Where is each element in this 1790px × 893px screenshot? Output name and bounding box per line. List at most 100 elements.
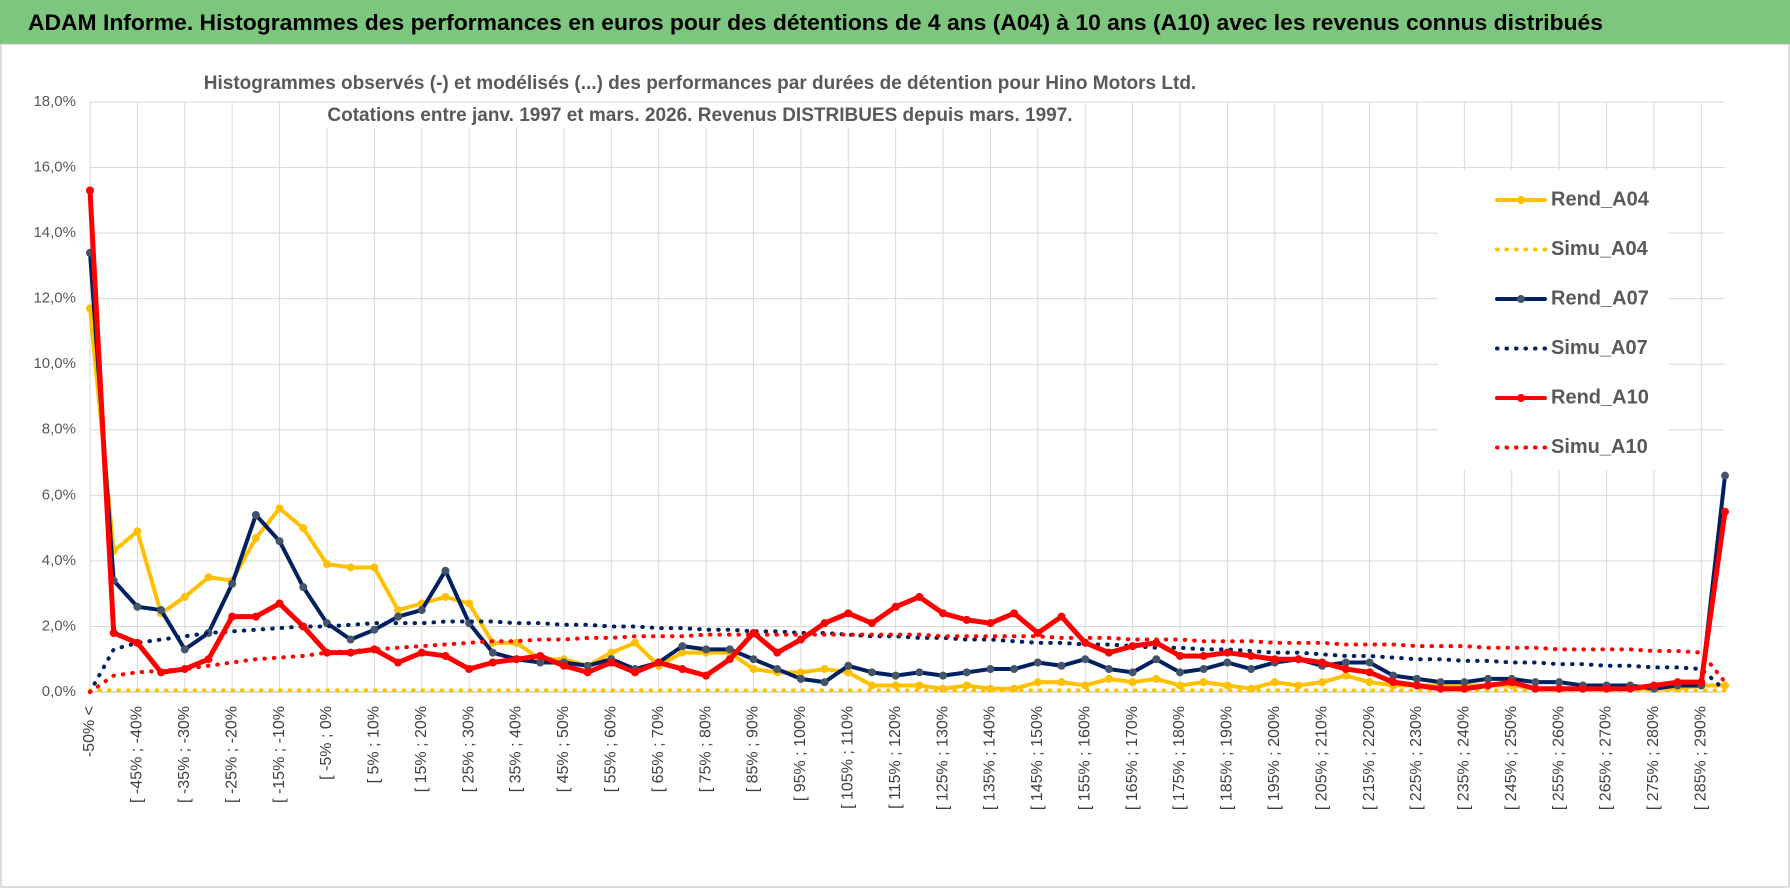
data-point [820, 678, 829, 687]
data-point [180, 592, 189, 601]
data-point [275, 504, 284, 513]
data-point [1389, 671, 1398, 680]
data-point [1128, 678, 1137, 687]
data-point [1460, 678, 1469, 687]
data-point [204, 573, 213, 582]
x-tick-label: [ 75% ; 80% [697, 706, 714, 792]
observed-line [87, 188, 1728, 692]
data-point [891, 602, 900, 611]
observed-line [88, 306, 1727, 691]
data-point [1152, 655, 1161, 664]
legend-marker [1517, 295, 1525, 303]
title-bar [0, 0, 1790, 44]
x-tick-label: [ 125% ; 130% [934, 706, 951, 810]
data-point [180, 665, 189, 674]
observed-line [88, 250, 1727, 691]
data-point [1721, 507, 1729, 516]
data-point [1223, 658, 1232, 667]
data-point [915, 592, 924, 601]
data-point [1176, 651, 1184, 660]
data-point [109, 629, 118, 637]
data-point [1365, 678, 1374, 687]
data-point [1176, 668, 1184, 677]
data-point [1484, 674, 1493, 683]
data-point [939, 671, 948, 680]
data-point [1294, 655, 1303, 664]
legend-label: Rend_A07 [1551, 287, 1649, 309]
data-point [607, 658, 616, 667]
data-point [180, 645, 189, 654]
x-tick-label: [ -15% ; -10% [271, 706, 288, 803]
legend-marker [1517, 196, 1525, 204]
model-line [88, 632, 1727, 694]
data-point [1531, 684, 1540, 693]
data-point [1104, 674, 1113, 683]
data-point [394, 606, 403, 615]
x-tick-label: [ 195% ; 200% [1266, 706, 1283, 810]
data-point [86, 186, 94, 195]
data-point [299, 583, 308, 592]
data-point [867, 619, 876, 628]
data-point [370, 563, 379, 572]
data-point [394, 658, 403, 667]
title-backing [321, 103, 1079, 129]
data-point [962, 668, 971, 677]
data-point [1104, 648, 1113, 657]
data-point [1199, 678, 1208, 687]
x-tick-label: [ -25% ; -20% [223, 706, 240, 803]
x-tick-label: [ 255% ; 260% [1550, 706, 1567, 810]
data-point [488, 648, 497, 657]
legend-marker [1517, 394, 1525, 402]
x-tick-label: [ 65% ; 70% [650, 706, 667, 792]
data-point [1507, 678, 1516, 687]
data-point [1247, 665, 1256, 674]
data-point [962, 615, 971, 624]
x-tick-label: -50% < [81, 706, 98, 757]
data-point [1341, 665, 1350, 674]
x-tick-label: [ -5% ; 0% [318, 706, 335, 780]
data-point [275, 599, 284, 608]
data-point [1365, 658, 1374, 667]
data-point [536, 651, 545, 660]
data-point [441, 651, 450, 660]
data-point [322, 560, 331, 569]
x-tick-label: [ 265% ; 270% [1598, 706, 1615, 810]
x-tick-label: [ 225% ; 230% [1408, 706, 1425, 810]
y-tick-label: 8,0% [42, 421, 76, 438]
data-point [939, 609, 948, 618]
data-point [204, 655, 213, 664]
data-point [654, 658, 663, 667]
data-point [867, 668, 876, 677]
data-point [1412, 681, 1421, 690]
data-point [891, 681, 900, 690]
data-point [441, 566, 450, 575]
data-point [251, 533, 260, 542]
data-point [1104, 665, 1113, 674]
y-tick-label: 4,0% [42, 552, 76, 569]
data-point [749, 665, 758, 674]
legend-label: Rend_A04 [1551, 188, 1650, 210]
data-point [1341, 658, 1350, 667]
y-tick-label: 14,0% [33, 224, 76, 241]
legend-label: Simu_A10 [1551, 436, 1648, 458]
data-point [725, 655, 734, 664]
data-point [228, 579, 237, 588]
data-point [1152, 674, 1161, 683]
data-point [1199, 651, 1208, 660]
x-tick-label: [ 185% ; 190% [1219, 706, 1236, 810]
data-point [465, 599, 474, 608]
data-point [1081, 655, 1090, 664]
x-tick-label: [ 115% ; 120% [887, 706, 904, 809]
data-point [867, 681, 876, 690]
y-tick-label: 0,0% [42, 683, 76, 700]
x-tick-label: [ 245% ; 250% [1503, 706, 1520, 810]
data-point [275, 537, 284, 546]
y-tick-label: 10,0% [33, 355, 76, 372]
data-point [1247, 651, 1256, 660]
data-point [1033, 678, 1042, 687]
data-point [1033, 658, 1042, 667]
chart-title: Histogrammes observés (-) et modélisés (… [204, 73, 1196, 94]
data-point [1057, 612, 1066, 621]
data-point [1412, 674, 1421, 683]
